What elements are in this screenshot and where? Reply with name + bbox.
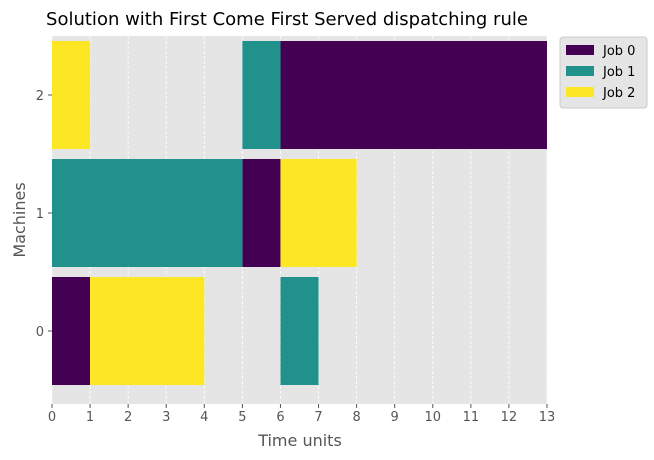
bar-job-1-machine-2	[242, 41, 281, 149]
y-axis-ticks: 0 1 2	[36, 89, 52, 340]
x-tick-label: 0	[48, 410, 56, 425]
x-axis-label: Time units	[257, 431, 342, 450]
x-tick-label: 11	[463, 410, 480, 425]
chart-title: Solution with First Come First Served di…	[46, 9, 528, 30]
legend: Job 0 Job 1 Job 2	[559, 36, 648, 109]
x-axis-ticks: 0 1 2 3 4 5 6 7 8 9 10 11 12 13	[48, 404, 555, 425]
bar-job-1-machine-0	[280, 277, 319, 385]
bar-job-2-machine-1	[280, 159, 357, 267]
x-tick-label: 12	[501, 410, 518, 425]
legend-label: Job 2	[602, 86, 635, 101]
y-axis-label: Machines	[10, 182, 29, 257]
y-tick-label: 2	[36, 89, 44, 104]
x-tick-label: 1	[86, 410, 94, 425]
x-tick-label: 6	[276, 410, 284, 425]
bar-job-1-machine-1	[52, 159, 243, 267]
bar-job-0-machine-1	[242, 159, 281, 267]
bar-job-2-machine-0	[90, 277, 205, 385]
x-tick-label: 13	[539, 410, 556, 425]
bars-group	[52, 41, 547, 385]
legend-label: Job 1	[602, 65, 635, 80]
x-tick-label: 9	[391, 410, 399, 425]
bar-job-0-machine-2	[280, 41, 547, 149]
x-tick-label: 4	[200, 410, 208, 425]
legend-label: Job 0	[602, 44, 635, 59]
x-tick-label: 5	[238, 410, 246, 425]
y-tick-label: 1	[36, 207, 44, 222]
legend-swatch	[566, 66, 594, 76]
x-tick-label: 7	[314, 410, 322, 425]
legend-swatch	[566, 87, 594, 97]
x-tick-label: 3	[162, 410, 170, 425]
x-tick-label: 8	[352, 410, 360, 425]
x-tick-label: 2	[124, 410, 132, 425]
legend-swatch	[566, 45, 594, 55]
x-tick-label: 10	[424, 410, 441, 425]
y-tick-label: 0	[36, 325, 44, 340]
bar-job-2-machine-2	[52, 41, 91, 149]
bar-job-0-machine-0	[52, 277, 91, 385]
